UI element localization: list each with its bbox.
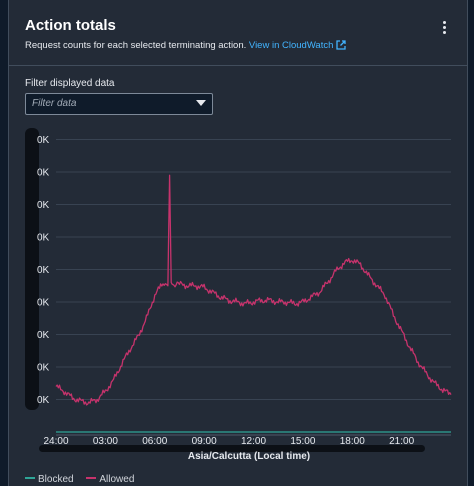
x-tick-label: 21:00 xyxy=(389,436,414,447)
y-tick-label: 0K xyxy=(37,200,50,211)
legend-swatch xyxy=(86,477,97,479)
y-tick-label: 0K xyxy=(37,265,50,276)
x-tick-label: 06:00 xyxy=(142,436,167,447)
y-tick-label: 0K xyxy=(37,298,50,309)
filter-placeholder: Filter data xyxy=(32,98,77,109)
x-axis-title: Asia/Calcutta (Local time) xyxy=(188,451,310,462)
y-tick-label: 0K xyxy=(37,363,50,374)
cloudwatch-link[interactable]: View in CloudWatch xyxy=(248,40,347,51)
caret-down-icon xyxy=(196,100,206,106)
y-tick-label: 0K xyxy=(37,395,50,406)
description-text: Request counts for each selected termina… xyxy=(25,40,247,51)
x-tick-label: 03:00 xyxy=(93,436,118,447)
x-tick-label: 18:00 xyxy=(340,436,365,447)
cloudwatch-link-label: View in CloudWatch xyxy=(248,40,334,51)
legend-label: Allowed xyxy=(99,474,135,485)
panel-description: Request counts for each selected termina… xyxy=(25,40,347,51)
filter-dropdown[interactable]: Filter data xyxy=(25,93,213,115)
chart-legend: Blocked Allowed xyxy=(25,474,144,485)
x-tick-label: 15:00 xyxy=(290,436,315,447)
legend-item-blocked[interactable]: Blocked xyxy=(25,474,74,485)
filter-label: Filter displayed data xyxy=(25,78,115,89)
legend-item-allowed[interactable]: Allowed xyxy=(86,474,134,485)
x-tick-label: 24:00 xyxy=(43,436,68,447)
panel-menu-button[interactable] xyxy=(437,17,453,37)
panel-header: Action totals Request counts for each se… xyxy=(9,0,467,66)
action-totals-chart: 0K 0K 0K 0K 0K 0K 0K 0K 0K 24:00 03:00 06:00 09:00 1… xyxy=(25,128,452,462)
external-link-icon xyxy=(336,40,347,50)
x-tick-label: 09:00 xyxy=(192,436,217,447)
y-tick-label: 0K xyxy=(37,233,50,244)
action-totals-panel: Action totals Request counts for each se… xyxy=(8,0,468,486)
legend-swatch xyxy=(25,477,35,479)
y-tick-label: 0K xyxy=(37,330,50,341)
legend-label: Blocked xyxy=(38,474,74,485)
y-axis-scrollbar[interactable] xyxy=(25,128,39,410)
series-allowed-line xyxy=(55,174,452,406)
y-tick-label: 0K xyxy=(37,168,50,179)
x-axis-scrollbar[interactable] xyxy=(39,445,425,452)
x-tick-label: 12:00 xyxy=(241,436,266,447)
panel-title: Action totals xyxy=(25,17,116,34)
y-tick-label: 0K xyxy=(37,135,50,146)
